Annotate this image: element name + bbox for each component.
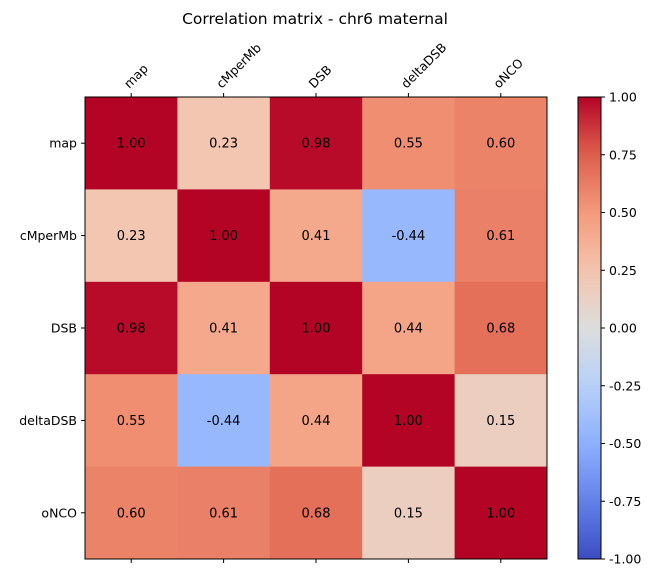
- cell-value-label: 0.15: [394, 506, 423, 521]
- cell-value-label: 0.60: [486, 137, 515, 152]
- heatmap-cell: [269, 281, 363, 375]
- cell-value-label: 0.23: [117, 229, 146, 244]
- x-tick-label: map: [121, 61, 151, 91]
- heatmap-cell: [454, 374, 548, 468]
- colorbar-tick-label: -1.00: [609, 552, 641, 567]
- cell-value-label: 0.44: [302, 414, 331, 429]
- heatmap-cell: [85, 189, 178, 283]
- cell-value-label: 0.68: [302, 506, 331, 521]
- y-tick-label: deltaDSB: [19, 413, 77, 428]
- heatmap-cell: [177, 189, 271, 283]
- heatmap-cell: [85, 281, 178, 375]
- y-tick-label: cMperMb: [20, 228, 77, 243]
- chart-title: Correlation matrix - chr6 maternal: [182, 10, 448, 28]
- cell-value-label: 0.41: [209, 322, 238, 337]
- colorbar-tick-label: -0.50: [609, 436, 641, 451]
- colorbar-tick-label: 0.50: [609, 205, 637, 220]
- cell-value-label: 0.60: [117, 506, 146, 521]
- cell-value-label: 0.44: [394, 322, 423, 337]
- cell-value-label: 0.68: [486, 322, 515, 337]
- cell-value-label: 0.41: [302, 229, 331, 244]
- heatmap-cell: [269, 374, 363, 468]
- cell-value-label: 0.55: [394, 137, 423, 152]
- heatmap-cell: [362, 374, 456, 468]
- heatmap-cell: [362, 189, 456, 283]
- heatmap-cell: [177, 374, 271, 468]
- heatmap-cell: [269, 466, 363, 560]
- cell-value-label: 1.00: [209, 229, 238, 244]
- cell-value-label: 0.98: [302, 137, 331, 152]
- cell-value-label: -0.44: [392, 229, 426, 244]
- colorbar-tick-label: 0.75: [609, 147, 637, 162]
- x-tick-label: deltaDSB: [398, 40, 449, 91]
- colorbar-tick-label: 0.25: [609, 263, 637, 278]
- cell-value-label: 1.00: [117, 137, 146, 152]
- heatmap-grid: 1.00 0.23 0.98 0.55 0.60 0.23 1.00 0.41 -0.44 0.6…: [84, 96, 548, 560]
- cell-value-label: 0.98: [117, 322, 146, 337]
- cell-value-label: 0.61: [209, 506, 238, 521]
- y-tick-label: DSB: [51, 321, 77, 336]
- cell-value-label: 0.15: [486, 414, 515, 429]
- heatmap-cell: [269, 189, 363, 283]
- heatmap-cell: [177, 97, 271, 190]
- colorbar-tick-label: -0.75: [609, 494, 641, 509]
- cell-value-label: 0.23: [209, 137, 238, 152]
- y-tick-label: map: [49, 136, 77, 151]
- heatmap-cell: [85, 97, 178, 190]
- heatmap-cell: [362, 466, 456, 560]
- heatmap-cell: [454, 466, 548, 560]
- cell-value-label: 0.55: [117, 414, 146, 429]
- cell-value-label: 0.61: [486, 229, 515, 244]
- y-axis: map cMperMb DSB deltaDSB oNCO: [19, 136, 85, 520]
- cell-value-label: -0.44: [207, 414, 241, 429]
- cell-value-label: 1.00: [302, 322, 331, 337]
- colorbar-tick-label: 0.00: [609, 321, 637, 336]
- heatmap-cell: [454, 189, 548, 283]
- x-tick-label: cMperMb: [213, 40, 264, 91]
- heatmap-cell: [85, 466, 178, 560]
- colorbar-tick-label: 1.00: [609, 90, 637, 105]
- heatmap-cell: [454, 281, 548, 375]
- heatmap-cell: [454, 97, 548, 190]
- cell-value-label: 1.00: [486, 506, 515, 521]
- heatmap-cell: [85, 374, 178, 468]
- heatmap-cell: [269, 97, 363, 190]
- heatmap-cell: [362, 97, 456, 190]
- colorbar-tick-label: -0.25: [609, 378, 641, 393]
- x-tick-label: oNCO: [490, 55, 526, 91]
- heatmap-cell: [177, 466, 271, 560]
- heatmap-cell: [362, 281, 456, 375]
- heatmap-cell: [177, 281, 271, 375]
- colorbar-gradient: [577, 96, 602, 560]
- x-tick-label: DSB: [306, 62, 335, 91]
- y-tick-label: oNCO: [41, 505, 77, 520]
- colorbar: 1.00 0.75 0.50 0.25 0.00 -0.25 -0.50 -0.75 -1.00: [577, 90, 641, 567]
- cell-value-label: 1.00: [394, 414, 423, 429]
